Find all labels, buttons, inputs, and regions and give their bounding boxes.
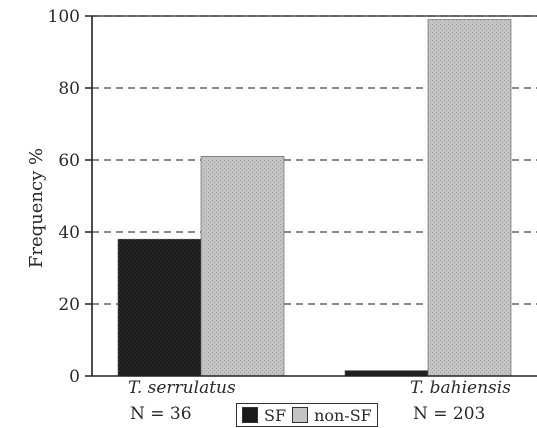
y-ticks: 0 20 40 60 80 100 [48,7,92,387]
sample-size-label-1: N = 203 [413,404,486,424]
category-label-0: T. serrulatus [128,378,236,398]
y-tick-label-40: 40 [58,223,80,243]
legend-swatch-sf [242,407,258,423]
legend-label-sf: SF [264,405,287,425]
sample-size-label-0: N = 36 [130,404,192,424]
legend: SF non-SF [236,403,378,427]
y-tick-label-100: 100 [48,7,80,27]
y-tick-label-60: 60 [58,151,80,171]
legend-swatch-non-sf [292,407,309,423]
axes [91,15,537,377]
bars [117,19,512,377]
y-tick-label-20: 20 [58,295,80,315]
y-tick-label-80: 80 [58,79,80,99]
bar-sf-1 [344,370,429,377]
category-label-1: T. bahiensis [410,378,511,398]
bar-non-sf-0 [200,156,285,377]
legend-label-non-sf: non-SF [314,405,372,425]
y-axis-label: Frequency % [26,148,47,268]
bar-sf-0 [117,238,202,377]
bar-non-sf-1 [427,19,512,377]
y-tick-label-0: 0 [69,367,80,387]
